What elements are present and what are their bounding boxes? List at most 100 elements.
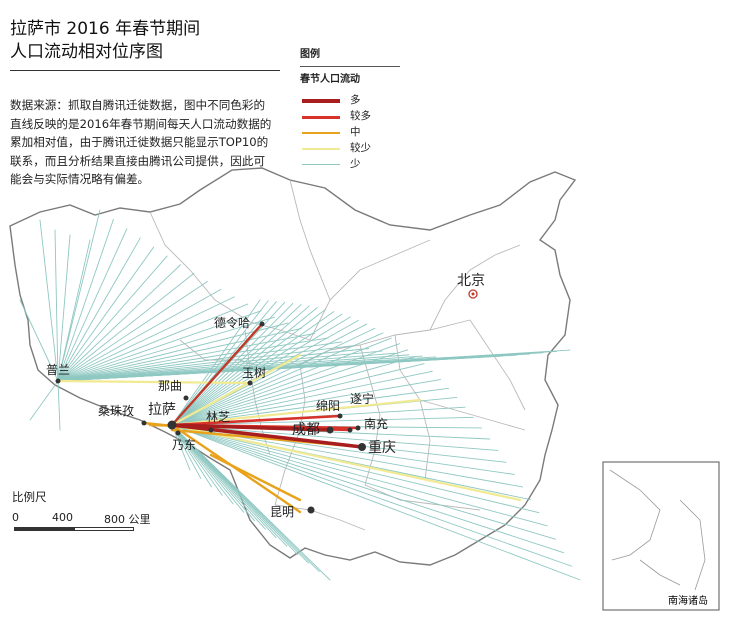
- flow-line-least: [171, 316, 351, 426]
- flow-line-least: [57, 209, 101, 382]
- flow-line-least: [171, 416, 474, 426]
- flow-line-less: [56, 379, 252, 385]
- flow-line-more: [170, 322, 264, 427]
- flow-line-least: [57, 380, 61, 431]
- flow-line-least: [171, 304, 302, 426]
- flow-line-least: [57, 218, 114, 382]
- flow-line-least: [171, 424, 540, 514]
- flow-line-least: [57, 303, 249, 382]
- legend-item-less: 较少: [300, 141, 400, 157]
- flow-line-least: [171, 424, 331, 581]
- flow-lines: [19, 209, 581, 581]
- flow-line-least: [171, 424, 581, 581]
- label-naqu: 那曲: [158, 379, 182, 393]
- city-dot-linzhi: [208, 427, 214, 433]
- scale-bar: [14, 527, 134, 531]
- city-dot-beijing-center: [471, 292, 475, 296]
- city-dot-shannan: [175, 430, 181, 436]
- flow-line-least: [171, 424, 223, 496]
- city-dot-naqu: [183, 395, 189, 401]
- city-dot-delingha: [259, 321, 265, 327]
- flow-line-less: [170, 423, 522, 502]
- flow-line-least: [171, 332, 384, 426]
- label-shannan: 乃东: [172, 438, 196, 452]
- flow-line-less: [170, 353, 302, 427]
- scale-bar-group: 比例尺 0 400 800 公里: [12, 489, 182, 541]
- flow-line-most: [170, 423, 364, 449]
- legend-label: 较多: [350, 110, 371, 122]
- flow-line-least: [29, 380, 59, 421]
- legend-item-most: 多: [300, 93, 400, 109]
- legend-swatch: [302, 116, 340, 119]
- flow-line-most: [170, 423, 332, 432]
- flow-line-least: [171, 307, 318, 426]
- inset-label: 南海诸岛: [668, 594, 708, 607]
- flow-line-less: [170, 398, 422, 427]
- legend-label: 少: [350, 158, 361, 170]
- flow-line-least: [171, 424, 565, 554]
- flow-line-more: [170, 414, 342, 427]
- city-dot-mianyang: [337, 413, 343, 419]
- flow-line-least: [57, 239, 91, 382]
- legend-item-more: 较多: [300, 109, 400, 125]
- flow-line-least: [57, 316, 276, 382]
- flow-line-least: [57, 234, 71, 382]
- flow-line-least: [57, 288, 222, 382]
- flow-line-least: [171, 370, 433, 426]
- flow-line-least: [39, 219, 59, 382]
- scale-segment-light: [74, 527, 134, 531]
- flow-line-least: [57, 296, 235, 382]
- legend-item-least: 少: [300, 157, 400, 173]
- legend-subtitle: 春节人口流动: [300, 74, 360, 85]
- flow-line-least: [171, 424, 499, 451]
- legend-item-medium: 中: [300, 125, 400, 141]
- flow-line-least: [171, 300, 269, 426]
- label-rikaze: 桑珠孜: [98, 404, 134, 418]
- city-dot-nanchong: [355, 425, 361, 431]
- flow-line-least: [57, 348, 370, 382]
- map-title: 拉萨市 2016 年春节期间 人口流动相对位序图: [10, 18, 260, 64]
- flow-line-least: [171, 343, 400, 426]
- legend: 图例 春节人口流动 多 较多 中 较少 少: [300, 48, 400, 173]
- title-line-1: 拉萨市 2016 年春节期间: [10, 19, 201, 39]
- flow-line-least: [171, 424, 191, 471]
- flow-line-least: [57, 255, 168, 382]
- flow-line-least: [54, 229, 59, 382]
- legend-swatch: [302, 148, 340, 150]
- flow-line-least: [57, 328, 302, 382]
- flow-line-least: [57, 333, 316, 382]
- legend-label: 较少: [350, 142, 371, 154]
- legend-swatch: [302, 164, 340, 165]
- city-markers: [55, 289, 478, 514]
- flow-line-least: [171, 313, 343, 426]
- flow-line-least: [57, 246, 155, 382]
- flow-line-least: [171, 356, 417, 426]
- flow-line-least: [171, 308, 327, 426]
- label-pulan: 普兰: [46, 363, 70, 377]
- label-beijing: 北京: [457, 273, 485, 289]
- flow-line-least: [57, 349, 571, 382]
- flow-line-least: [171, 424, 548, 527]
- flow-line-least: [57, 345, 356, 382]
- legend-swatch: [302, 132, 340, 134]
- city-dot-chengdu: [326, 426, 334, 434]
- flow-line-least: [171, 311, 335, 426]
- city-dot-yushu: [247, 380, 253, 386]
- flow-line-least: [171, 349, 409, 426]
- label-delingha: 德令哈: [214, 315, 250, 330]
- label-mianyang: 绵阳: [316, 399, 340, 413]
- scale-segment-dark: [14, 527, 74, 531]
- label-linzhi: 林芝: [206, 409, 230, 424]
- flow-line-least: [171, 387, 450, 426]
- legend-label: 中: [350, 126, 361, 138]
- city-labels: 拉萨 那曲 乃东 林芝 桑珠孜 普兰 德令哈 玉树 绵阳 遂宁 成都 南充 重庆…: [46, 273, 485, 519]
- south-china-sea-inset: [602, 461, 720, 611]
- flow-line-least: [57, 228, 128, 382]
- inset-islands: [609, 469, 706, 591]
- label-suining: 遂宁: [350, 391, 374, 406]
- data-source-note: 数据来源：抓取自腾讯迁徙数据，图中不同色彩的直线反映的是2016年春节期间每天人…: [10, 98, 272, 187]
- flow-line-least: [57, 264, 182, 382]
- label-lhasa: 拉萨: [148, 402, 176, 418]
- city-dot-pulan: [55, 378, 61, 384]
